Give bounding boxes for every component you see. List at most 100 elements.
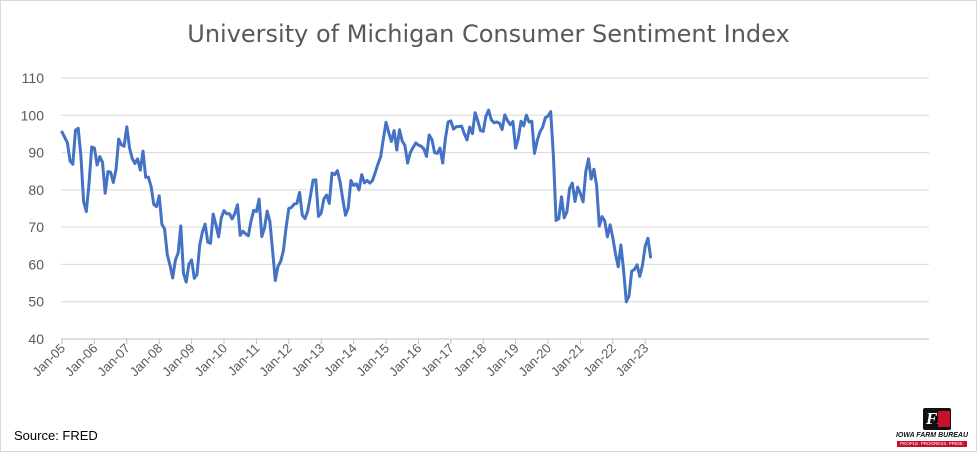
data-point xyxy=(481,129,485,133)
data-point xyxy=(454,125,458,129)
data-point xyxy=(619,243,623,247)
gridlines xyxy=(61,77,929,340)
data-point xyxy=(360,173,364,177)
data-point xyxy=(128,146,131,150)
data-point xyxy=(155,205,158,209)
x-tick-label: Jan-18 xyxy=(451,341,490,380)
data-point xyxy=(111,181,115,184)
data-point xyxy=(568,187,571,190)
data-point xyxy=(249,219,253,223)
data-point xyxy=(282,249,285,253)
data-point xyxy=(82,200,85,203)
data-point xyxy=(203,222,207,226)
data-point xyxy=(406,161,409,165)
data-point xyxy=(441,161,445,165)
x-tick-label: Jan-16 xyxy=(386,341,425,380)
data-point xyxy=(106,170,110,174)
x-tick-label: Jan-15 xyxy=(353,341,392,380)
data-point xyxy=(76,126,80,130)
data-point xyxy=(257,197,261,201)
x-tick-label: Jan-23 xyxy=(613,341,652,380)
data-point xyxy=(435,151,439,155)
data-point xyxy=(419,144,423,148)
data-point xyxy=(460,124,463,128)
data-point xyxy=(157,194,161,198)
data-point xyxy=(565,210,569,214)
data-point xyxy=(271,249,274,253)
data-point xyxy=(346,206,350,210)
data-point xyxy=(219,216,223,220)
data-point xyxy=(74,128,77,132)
data-point xyxy=(427,133,431,137)
data-point xyxy=(357,188,361,192)
data-point xyxy=(576,185,580,189)
data-point xyxy=(449,119,453,123)
data-point xyxy=(430,138,434,141)
data-point xyxy=(624,300,628,304)
data-point xyxy=(109,170,112,174)
data-point xyxy=(525,113,528,117)
data-point xyxy=(587,157,590,161)
source-note: Source: FRED xyxy=(14,428,98,443)
data-point xyxy=(333,173,337,177)
data-point xyxy=(446,120,450,124)
logo-tagline: PEOPLE. PROGRESS. PRIDE. xyxy=(897,441,967,447)
y-tick-label: 110 xyxy=(22,70,45,86)
data-point xyxy=(403,144,407,147)
logo-name: IOWA FARM BUREAU xyxy=(895,432,969,439)
data-point xyxy=(190,258,194,262)
data-point xyxy=(309,194,312,198)
data-point xyxy=(395,148,399,152)
data-point xyxy=(506,119,509,122)
x-tick-label: Jan-19 xyxy=(483,341,522,380)
data-point xyxy=(68,159,72,163)
data-point xyxy=(344,213,347,217)
data-point xyxy=(317,214,320,218)
data-point xyxy=(276,264,280,268)
data-point xyxy=(425,154,428,158)
data-point xyxy=(473,111,477,115)
data-point xyxy=(165,253,169,257)
data-point xyxy=(417,143,420,147)
data-point xyxy=(392,129,396,133)
data-point xyxy=(608,223,612,227)
x-tick-label: Jan-22 xyxy=(580,341,619,380)
data-point xyxy=(101,160,104,164)
data-point xyxy=(233,212,237,216)
data-point xyxy=(192,276,196,280)
data-point xyxy=(71,162,75,166)
data-point xyxy=(120,143,123,147)
data-point xyxy=(498,121,501,125)
data-point xyxy=(187,262,191,266)
data-point xyxy=(387,131,391,134)
data-point xyxy=(400,139,404,143)
data-point xyxy=(133,162,137,165)
data-point xyxy=(646,236,650,240)
data-point xyxy=(311,178,315,182)
data-point xyxy=(114,168,118,172)
data-point xyxy=(570,181,574,185)
data-point xyxy=(411,146,415,150)
data-point xyxy=(552,154,555,158)
data-point xyxy=(60,130,64,134)
data-point xyxy=(554,219,558,222)
data-point xyxy=(263,226,266,230)
data-point xyxy=(228,212,231,216)
data-point xyxy=(371,179,374,182)
data-point xyxy=(103,191,107,195)
data-point xyxy=(336,169,339,173)
data-point xyxy=(630,269,634,273)
data-point xyxy=(255,210,258,213)
data-point xyxy=(290,206,293,209)
data-point xyxy=(206,240,210,244)
data-point xyxy=(562,216,566,220)
data-point xyxy=(252,209,256,212)
data-point xyxy=(319,211,323,215)
data-point xyxy=(471,132,474,136)
data-point xyxy=(117,137,121,141)
data-point xyxy=(606,235,609,239)
data-point xyxy=(238,233,242,237)
data-point xyxy=(209,241,212,245)
data-point xyxy=(465,138,469,142)
data-point xyxy=(241,229,245,233)
